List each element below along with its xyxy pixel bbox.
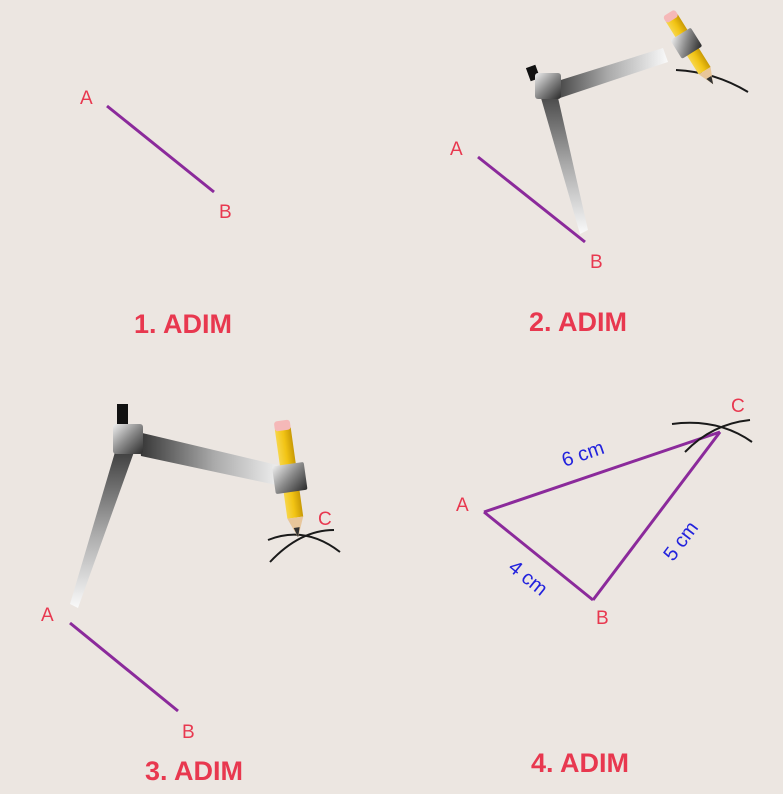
step-1-title: 1. ADIM	[134, 309, 232, 339]
step-3-title: 3. ADIM	[145, 756, 243, 786]
segment-ab	[69, 621, 179, 713]
point-label-c: C	[731, 396, 745, 417]
point-label-b: B	[590, 252, 603, 273]
length-label-ab: 4 cm	[504, 556, 552, 600]
arc-mark	[684, 419, 751, 453]
point-label-a: A	[450, 139, 463, 160]
step-4-panel: A B C 4 cm 5 cm 6 cm 4. ADIM	[456, 396, 753, 778]
point-label-a: A	[41, 605, 54, 626]
point-label-b: B	[219, 202, 232, 223]
arc-mark	[269, 529, 335, 563]
arc-mark	[671, 421, 753, 443]
compass-icon	[70, 404, 290, 608]
arc-mark	[675, 69, 749, 93]
step-2-panel: A B	[450, 10, 749, 273]
point-label-a: A	[80, 88, 93, 109]
pencil-icon	[663, 10, 714, 85]
side-ab	[483, 510, 594, 602]
side-ac	[483, 430, 721, 514]
segment-ab	[477, 155, 586, 244]
point-label-a: A	[456, 495, 469, 516]
point-label-b: B	[182, 722, 195, 743]
point-label-c: C	[318, 509, 332, 530]
length-label-ac: 6 cm	[559, 437, 607, 472]
step-4-title: 4. ADIM	[531, 748, 629, 778]
step-2-title: 2. ADIM	[529, 307, 627, 337]
step-1-panel: A B 1. ADIM	[80, 88, 232, 339]
length-label-bc: 5 cm	[659, 517, 703, 565]
compass-icon	[525, 48, 668, 234]
pencil-icon	[272, 419, 308, 538]
point-label-b: B	[596, 608, 609, 629]
segment-ab	[106, 104, 215, 194]
side-bc	[591, 431, 722, 601]
step-3-panel: A B C	[41, 404, 341, 743]
